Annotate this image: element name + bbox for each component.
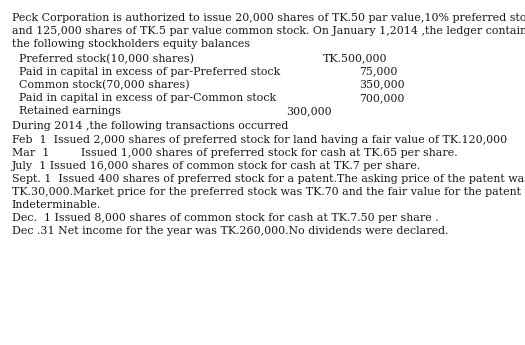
Text: 700,000: 700,000 xyxy=(360,93,405,103)
Text: 350,000: 350,000 xyxy=(360,80,405,90)
Text: TK.30,000.Market price for the preferred stock was TK.70 and the fair value for : TK.30,000.Market price for the preferred… xyxy=(12,187,525,197)
Text: Mar  1         Issued 1,000 shares of preferred stock for cash at TK.65 per shar: Mar 1 Issued 1,000 shares of preferred s… xyxy=(12,148,457,158)
Text: Feb  1  Issued 2,000 shares of preferred stock for land having a fair value of T: Feb 1 Issued 2,000 shares of preferred s… xyxy=(12,135,507,145)
Text: Paid in capital in excess of par-Preferred stock: Paid in capital in excess of par-Preferr… xyxy=(12,67,280,77)
Text: 75,000: 75,000 xyxy=(360,67,398,77)
Text: Sept. 1  Issued 400 shares of preferred stock for a patent.The asking price of t: Sept. 1 Issued 400 shares of preferred s… xyxy=(12,174,525,184)
Text: Common stock(70,000 shares): Common stock(70,000 shares) xyxy=(12,80,189,90)
Text: and 125,000 shares of TK.5 par value common stock. On January 1,2014 ,the ledger: and 125,000 shares of TK.5 par value com… xyxy=(12,26,525,36)
Text: Dec .31 Net income for the year was TK.260,000.No dividends were declared.: Dec .31 Net income for the year was TK.2… xyxy=(12,226,448,236)
Text: July  1 Issued 16,000 shares of common stock for cash at TK.7 per share.: July 1 Issued 16,000 shares of common st… xyxy=(12,161,421,171)
Text: the following stockholders equity balances: the following stockholders equity balanc… xyxy=(12,39,250,49)
Text: Paid in capital in excess of par-Common stock: Paid in capital in excess of par-Common … xyxy=(12,93,276,103)
Text: During 2014 ,the following transactions occurred: During 2014 ,the following transactions … xyxy=(12,121,288,131)
Text: 300,000: 300,000 xyxy=(286,106,332,116)
Text: Retained earnings: Retained earnings xyxy=(12,106,121,116)
Text: Preferred stock(10,000 shares): Preferred stock(10,000 shares) xyxy=(12,53,194,64)
Text: Indeterminable.: Indeterminable. xyxy=(12,200,101,210)
Text: Dec.  1 Issued 8,000 shares of common stock for cash at TK.7.50 per share .: Dec. 1 Issued 8,000 shares of common sto… xyxy=(12,213,438,223)
Text: Peck Corporation is authorized to issue 20,000 shares of TK.50 par value,10% pre: Peck Corporation is authorized to issue … xyxy=(12,13,525,23)
Text: TK.500,000: TK.500,000 xyxy=(323,53,387,63)
